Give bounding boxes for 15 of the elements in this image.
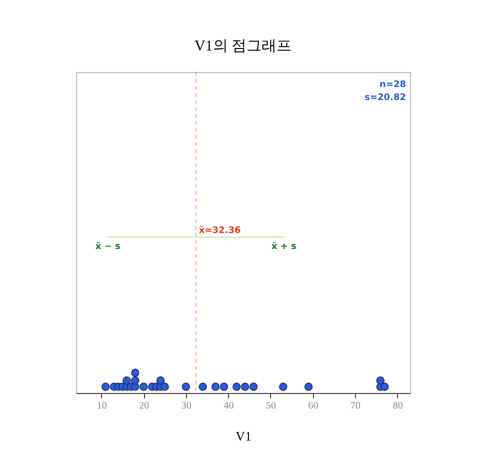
x-tick-label: 80 xyxy=(392,400,403,412)
chart-title: V1의 점그래프 xyxy=(194,38,292,55)
x-tick-label: 30 xyxy=(181,400,192,412)
x-axis-title: V1 xyxy=(236,428,252,444)
annotation: x̄ + s xyxy=(271,242,296,252)
x-tick-label: 70 xyxy=(350,400,361,412)
x-tick-label: 50 xyxy=(266,400,276,412)
text: n=28 xyxy=(380,80,406,90)
annotation: x̄ − s xyxy=(95,242,120,252)
x-tick-label: 60 xyxy=(308,400,318,412)
ref-line-label: x̄=32.36 xyxy=(198,226,241,236)
x-tick-label: 40 xyxy=(224,400,234,412)
x-tick-label: 10 xyxy=(96,400,107,412)
x-tick-label: 20 xyxy=(139,400,150,412)
text: s=20.82 xyxy=(364,93,406,103)
